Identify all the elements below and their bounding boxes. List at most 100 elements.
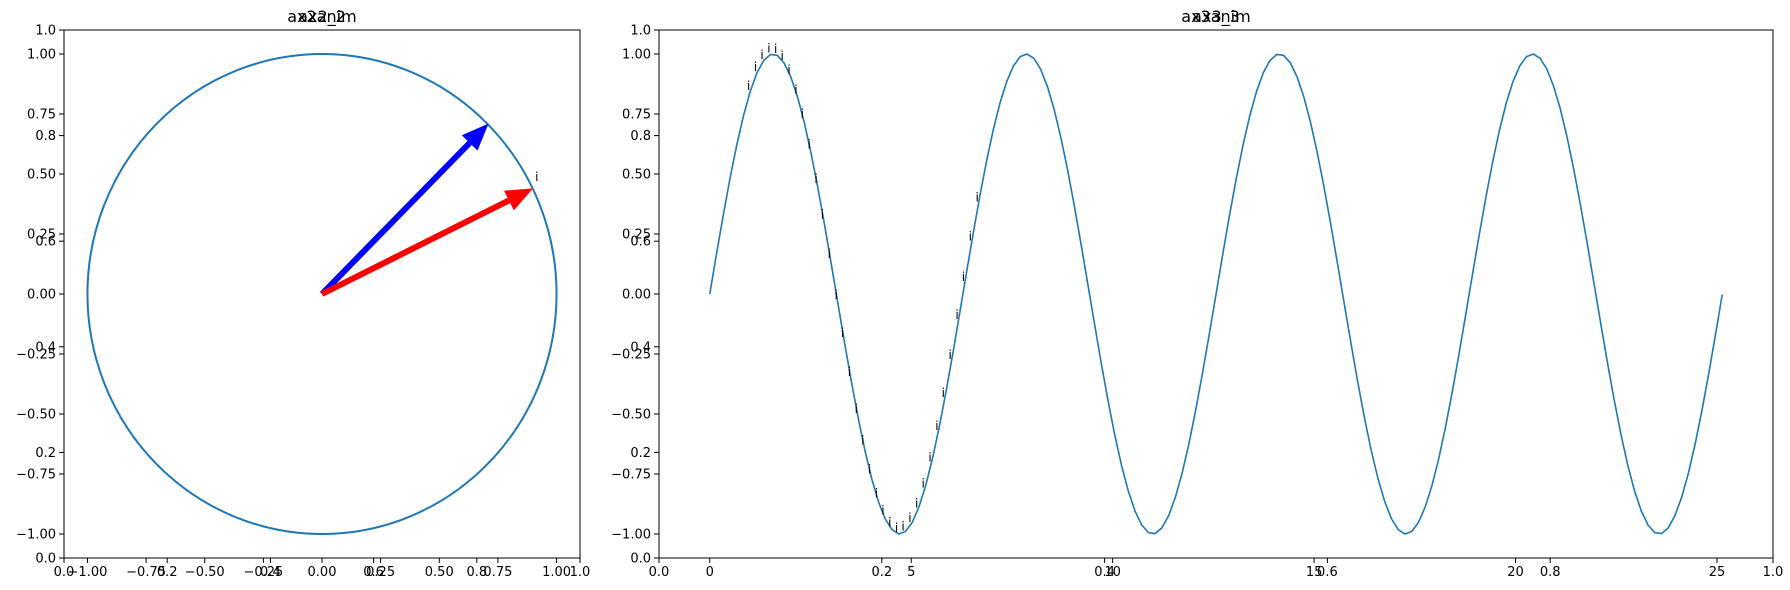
x-tick-label: −0.50: [185, 565, 225, 580]
point-annotation: i: [928, 450, 931, 464]
red-arrow-head: [504, 188, 534, 211]
blue-arrow-head: [461, 123, 489, 151]
overlay-y-tick-label: 0.4: [630, 340, 651, 355]
point-annotation: i: [901, 519, 904, 533]
right-title-secondary: ax3anim: [1181, 7, 1250, 26]
point-annotation: i: [774, 42, 777, 56]
x-tick-label: 5: [907, 565, 915, 580]
point-annotation: i: [535, 170, 538, 184]
left-title-primary: ax2_2: [298, 7, 346, 27]
overlay-y-tick-label: 0.6: [630, 235, 651, 250]
point-annotation: i: [754, 60, 757, 74]
y-tick-label: 0.25: [27, 228, 56, 243]
overlay-x-tick-label: 0.0: [649, 565, 670, 580]
overlay-y-tick-label: 0.2: [35, 446, 56, 461]
y-tick-label: 0.75: [27, 108, 56, 123]
y-tick-label: −0.25: [16, 348, 56, 363]
overlay-x-tick-label: 0.0: [54, 565, 75, 580]
y-tick-label: −0.50: [611, 408, 651, 423]
point-annotation: i: [875, 487, 878, 501]
point-annotation: i: [908, 511, 911, 525]
point-annotation: i: [814, 172, 817, 186]
overlay-y-tick-label: 0.4: [35, 340, 56, 355]
overlay-y-tick-label: 0.2: [630, 446, 651, 461]
point-annotation: i: [855, 402, 858, 416]
point-annotation: i: [935, 419, 938, 433]
point-annotation: i: [888, 516, 891, 530]
x-tick-label: −0.75: [126, 565, 166, 580]
point-annotation: i: [807, 137, 810, 151]
point-annotation: i: [848, 365, 851, 379]
overlay-y-tick-label: 1.0: [630, 24, 651, 39]
point-annotation: i: [962, 270, 965, 284]
y-tick-label: −1.00: [16, 528, 56, 543]
right-title-primary: ax3_3: [1192, 7, 1240, 27]
x-tick-label: 0.25: [366, 565, 395, 580]
point-annotation: i: [780, 49, 783, 63]
point-annotation: i: [861, 433, 864, 447]
overlay-x-tick-label: 0.6: [363, 565, 384, 580]
point-annotation: i: [969, 229, 972, 243]
unit-circle-line: [86, 53, 558, 535]
circle-chart-panel: i −1.00 −0.75 −0.50 −0.25 0.00 0.25 0.50 0.75 1.…: [16, 7, 590, 580]
red-arrow-shaft: [320, 197, 511, 297]
point-annotation: i: [828, 247, 831, 261]
y-tick-label: 0.00: [622, 288, 651, 303]
blue-arrow-shaft: [319, 140, 472, 297]
y-tick-label: 1.00: [27, 48, 56, 63]
overlay-y-tick-label: 1.0: [35, 24, 56, 39]
point-annotation: i: [955, 308, 958, 322]
right-ticks: 0 5 10 15 20 25−1.00−0.75−0.50−0.250.000.250.…: [611, 24, 1783, 581]
point-annotation: i: [787, 63, 790, 77]
overlay-y-tick-label: 0.8: [35, 129, 56, 144]
x-tick-label: 15: [1306, 565, 1323, 580]
x-tick-label: 1.00: [542, 565, 571, 580]
x-tick-label: 25: [1709, 565, 1726, 580]
y-tick-label: 0.50: [622, 168, 651, 183]
x-tick-label: 10: [1104, 565, 1121, 580]
x-tick-label: −1.00: [68, 565, 108, 580]
y-tick-label: 0.00: [27, 288, 56, 303]
overlay-y-tick-label: 0.0: [35, 552, 56, 567]
point-annotation: i: [922, 477, 925, 491]
point-annotation: i: [834, 288, 837, 302]
overlay-x-tick-label: 0.4: [260, 565, 281, 580]
overlay-x-tick-label: 0.2: [157, 565, 178, 580]
point-annotation: i: [881, 504, 884, 518]
point-annotation: i: [767, 42, 770, 56]
y-tick-label: −1.00: [611, 528, 651, 543]
point-annotation: i: [895, 521, 898, 535]
point-annotation: i: [975, 190, 978, 204]
point-annotation: i: [794, 83, 797, 97]
overlay-x-tick-label: 1.0: [1763, 565, 1784, 580]
overlay-x-tick-label: 0.6: [1317, 565, 1338, 580]
y-tick-label: 0.50: [27, 168, 56, 183]
overlay-x-tick-label: 0.8: [466, 565, 487, 580]
point-annotation: i: [747, 79, 750, 93]
point-annotation: i: [868, 463, 871, 477]
y-tick-label: −0.50: [16, 408, 56, 423]
y-tick-label: 1.00: [622, 48, 651, 63]
x-tick-label: 20: [1507, 565, 1524, 580]
point-annotation: i: [915, 496, 918, 510]
y-tick-label: 0.25: [622, 228, 651, 243]
point-annotation: i: [821, 207, 824, 221]
left-title-secondary: ax2anim: [287, 7, 356, 26]
left-ticks: −1.00 −0.75 −0.50 −0.25 0.00 0.25 0.50 0.75 1.00…: [16, 24, 590, 581]
overlay-x-tick-label: 0.2: [871, 565, 892, 580]
point-annotation: i: [801, 107, 804, 121]
overlay-y-tick-label: 0.8: [630, 129, 651, 144]
x-tick-label: 0.75: [483, 565, 512, 580]
x-tick-label: 0: [706, 565, 714, 580]
x-tick-label: 0.00: [308, 565, 337, 580]
point-annotation: i: [760, 48, 763, 62]
x-tick-label: −0.25: [243, 565, 283, 580]
y-tick-label: −0.75: [16, 468, 56, 483]
sine-wave-line: [708, 53, 1724, 535]
overlay-x-tick-label: 1.0: [570, 565, 591, 580]
left-plot-area: i: [86, 53, 558, 535]
overlay-x-tick-label: 0.4: [1094, 565, 1115, 580]
point-annotation: i: [949, 348, 952, 362]
overlay-x-tick-label: 0.8: [1540, 565, 1561, 580]
